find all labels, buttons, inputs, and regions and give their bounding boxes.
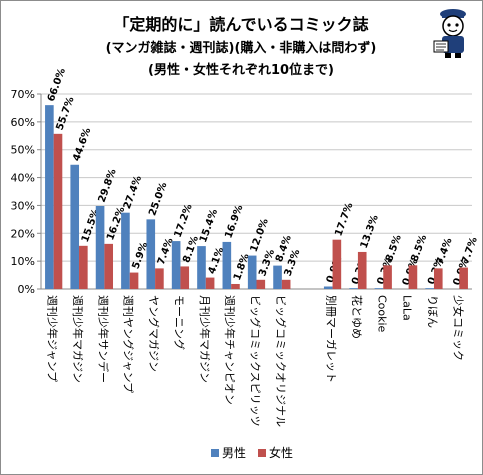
bar-female [408, 265, 418, 289]
y-tick-label: 50% [11, 144, 35, 157]
category-label: 別冊マーガレット [325, 295, 338, 383]
category-label: 週刊少年チャンピオン [223, 295, 237, 405]
bar-female [332, 239, 342, 289]
bar-female [357, 251, 367, 289]
y-tick-label: 10% [11, 255, 35, 268]
category-label: 週刊ヤングジャンプ [122, 295, 136, 393]
bar-male [146, 219, 156, 289]
y-tick-label: 0% [18, 283, 35, 296]
bar-female [433, 268, 443, 289]
category-label: ヤングマガジン [147, 295, 161, 372]
data-label: 17.7% [333, 201, 355, 237]
bar-male [197, 246, 206, 289]
bar-female [231, 283, 240, 289]
chart-subtitle-2: (男性・女性それぞれ10位まで) [148, 63, 334, 78]
bar-female [180, 266, 190, 289]
bar-female [79, 245, 88, 289]
category-label: 週刊少年ジャンプ [46, 295, 60, 382]
bar-female [281, 279, 291, 289]
bar-male [374, 288, 384, 289]
mascot-illustration [433, 9, 466, 58]
data-label: 55.7% [54, 95, 76, 131]
legend-item-male: 男性 [211, 444, 246, 461]
category-label: りぼん [426, 295, 439, 328]
bar-female [155, 268, 164, 289]
y-tick-label: 30% [11, 199, 35, 212]
category-label: 週刊少年マガジン [71, 295, 85, 383]
bar-male [171, 241, 181, 289]
category-label: 週刊少年サンデー [96, 295, 110, 383]
data-label: 16.9% [223, 204, 245, 240]
legend-label-male: 男性 [222, 446, 247, 460]
bar-male [349, 288, 358, 289]
category-label: LaLa [401, 295, 414, 321]
data-label: 15.4% [198, 208, 220, 244]
bar-male [425, 288, 434, 289]
bar-male [70, 164, 80, 289]
bar-male [247, 255, 257, 289]
bar-male [121, 212, 130, 289]
data-label: 12.0% [249, 217, 271, 253]
chart-subtitle: (マンガ雑誌・週刊誌)(購入・非購入は問わず) [105, 41, 377, 56]
bar-female [383, 265, 392, 289]
data-label: 8.5% [384, 234, 404, 264]
data-label: 7.4% [435, 237, 455, 267]
category-label: ビッグコミックスピリッツ [249, 295, 263, 427]
chart-title: 「定期的に」読んでいるコミック誌 [113, 15, 369, 34]
category-label: モーニング [172, 295, 186, 350]
legend-item-female: 女性 [258, 444, 293, 461]
bar-male [273, 265, 282, 289]
legend: 男性 女性 [211, 444, 293, 461]
data-label: 13.3% [359, 214, 381, 250]
category-label: 少女コミック [451, 295, 465, 361]
y-tick-label: 20% [11, 227, 35, 240]
data-label: 7.7% [460, 236, 480, 266]
category-label: Cookie [375, 295, 388, 333]
bar-male [222, 241, 232, 289]
bar-male [95, 205, 105, 289]
data-label: 44.6% [71, 126, 93, 162]
bar-female [53, 133, 63, 289]
bar-female [256, 279, 266, 289]
bar-female [459, 267, 468, 289]
y-tick-label: 70% [11, 88, 35, 101]
y-tick-label: 40% [11, 172, 35, 185]
legend-swatch-female [258, 448, 267, 457]
legend-label-female: 女性 [269, 446, 294, 460]
data-label: 29.8% [97, 168, 119, 204]
legend-swatch-male [211, 448, 219, 457]
bar-male [45, 105, 54, 290]
bar-female [104, 243, 114, 289]
category-label: 花とゆめ [350, 295, 363, 339]
data-label: 25.0% [147, 181, 169, 217]
bar-female [129, 272, 139, 289]
bar-male [323, 286, 333, 289]
y-tick-label: 60% [11, 116, 35, 129]
data-label: 8.5% [409, 234, 429, 264]
bar-female [205, 277, 215, 289]
category-label: 月刊少年マガジン [198, 295, 212, 383]
category-label: ビッグコミックオリジナル [274, 295, 288, 427]
